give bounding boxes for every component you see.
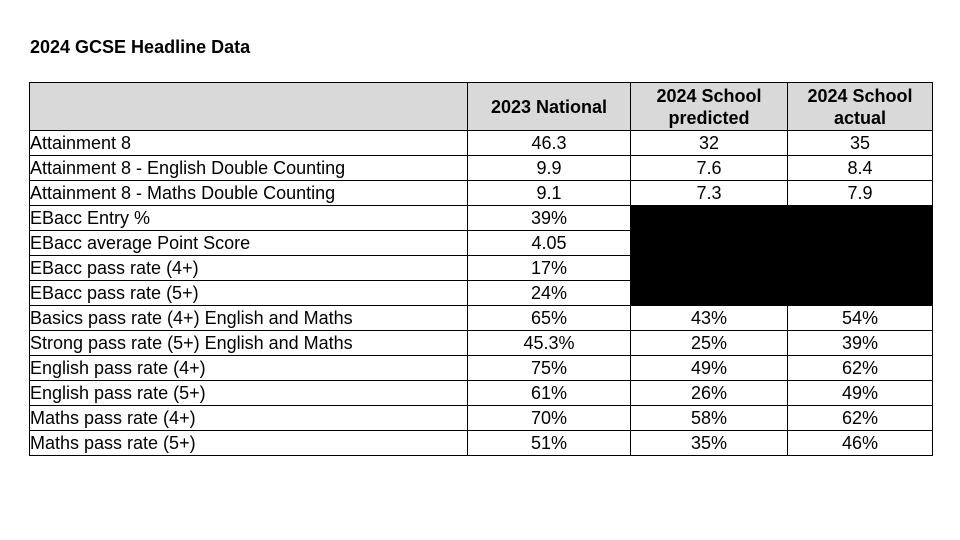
school-predicted-2024-cell: 58% [630, 405, 788, 431]
table-header-row: 2023 National 2024 School predicted 2024… [29, 82, 933, 131]
row-label: Attainment 8 [29, 130, 468, 156]
table-row: Attainment 8 46.3 32 35 [29, 130, 933, 156]
school-predicted-2024-cell: 35% [630, 430, 788, 456]
school-predicted-2024-cell: 7.3 [630, 180, 788, 206]
school-predicted-2024-cell: 43% [630, 305, 788, 331]
table-row: Basics pass rate (4+) English and Maths … [29, 305, 933, 331]
national-2023-cell: 46.3 [467, 130, 631, 156]
school-actual-2024-cell: 7.9 [787, 180, 933, 206]
school-predicted-2024-cell: 7.6 [630, 155, 788, 181]
table-row: EBacc Entry % 39% [29, 205, 933, 306]
column-header-metric [29, 82, 468, 131]
row-label: EBacc pass rate (4+) [29, 255, 468, 281]
table-row: Attainment 8 - English Double Counting 9… [29, 155, 933, 181]
column-header-2024-school-actual: 2024 School actual [787, 82, 933, 131]
national-2023-cell: 17% [467, 255, 631, 281]
national-2023-cell: 45.3% [467, 330, 631, 356]
school-actual-2024-cell: 62% [787, 355, 933, 381]
national-2023-cell: 65% [467, 305, 631, 331]
table-row: EBacc average Point Score 4.05 [29, 230, 933, 256]
national-2023-cell: 51% [467, 430, 631, 456]
school-actual-2024-cell: 39% [787, 330, 933, 356]
national-2023-cell: 75% [467, 355, 631, 381]
row-label: Maths pass rate (4+) [29, 405, 468, 431]
row-label: English pass rate (4+) [29, 355, 468, 381]
row-label: English pass rate (5+) [29, 380, 468, 406]
national-2023-cell: 61% [467, 380, 631, 406]
school-actual-2024-cell: 49% [787, 380, 933, 406]
row-label: Maths pass rate (5+) [29, 430, 468, 456]
row-label: Attainment 8 - Maths Double Counting [29, 180, 468, 206]
table-row: Maths pass rate (4+) 70% 58% 62% [29, 405, 933, 431]
national-2023-cell: 70% [467, 405, 631, 431]
school-predicted-2024-cell: 49% [630, 355, 788, 381]
table-row: EBacc pass rate (5+) 24% [29, 280, 933, 306]
school-actual-2024-cell: 8.4 [787, 155, 933, 181]
table-row: Maths pass rate (5+) 51% 35% 46% [29, 430, 933, 456]
table-row: Attainment 8 - Maths Double Counting 9.1… [29, 180, 933, 206]
page-title: 2024 GCSE Headline Data [30, 37, 251, 57]
school-actual-2024-cell: 35 [787, 130, 933, 156]
school-actual-2024-cell: 62% [787, 405, 933, 431]
redacted-block [630, 205, 933, 306]
column-header-2023-national: 2023 National [467, 82, 631, 131]
school-actual-2024-cell: 54% [787, 305, 933, 331]
row-label: Attainment 8 - English Double Counting [29, 155, 468, 181]
national-2023-cell: 39% [467, 205, 631, 231]
table-row: English pass rate (4+) 75% 49% 62% [29, 355, 933, 381]
row-label: EBacc average Point Score [29, 230, 468, 256]
headline-data-table: 2023 National 2024 School predicted 2024… [29, 82, 933, 456]
table-row: English pass rate (5+) 61% 26% 49% [29, 380, 933, 406]
national-2023-cell: 9.1 [467, 180, 631, 206]
column-header-2024-school-predicted: 2024 School predicted [630, 82, 788, 131]
table-row: Strong pass rate (5+) English and Maths … [29, 330, 933, 356]
row-label: Strong pass rate (5+) English and Maths [29, 330, 468, 356]
school-predicted-2024-cell: 25% [630, 330, 788, 356]
school-predicted-2024-cell: 32 [630, 130, 788, 156]
school-actual-2024-cell: 46% [787, 430, 933, 456]
row-label: EBacc Entry % [29, 205, 468, 231]
row-label: EBacc pass rate (5+) [29, 280, 468, 306]
national-2023-cell: 24% [467, 280, 631, 306]
row-label: Basics pass rate (4+) English and Maths [29, 305, 468, 331]
school-predicted-2024-cell: 26% [630, 380, 788, 406]
national-2023-cell: 4.05 [467, 230, 631, 256]
national-2023-cell: 9.9 [467, 155, 631, 181]
